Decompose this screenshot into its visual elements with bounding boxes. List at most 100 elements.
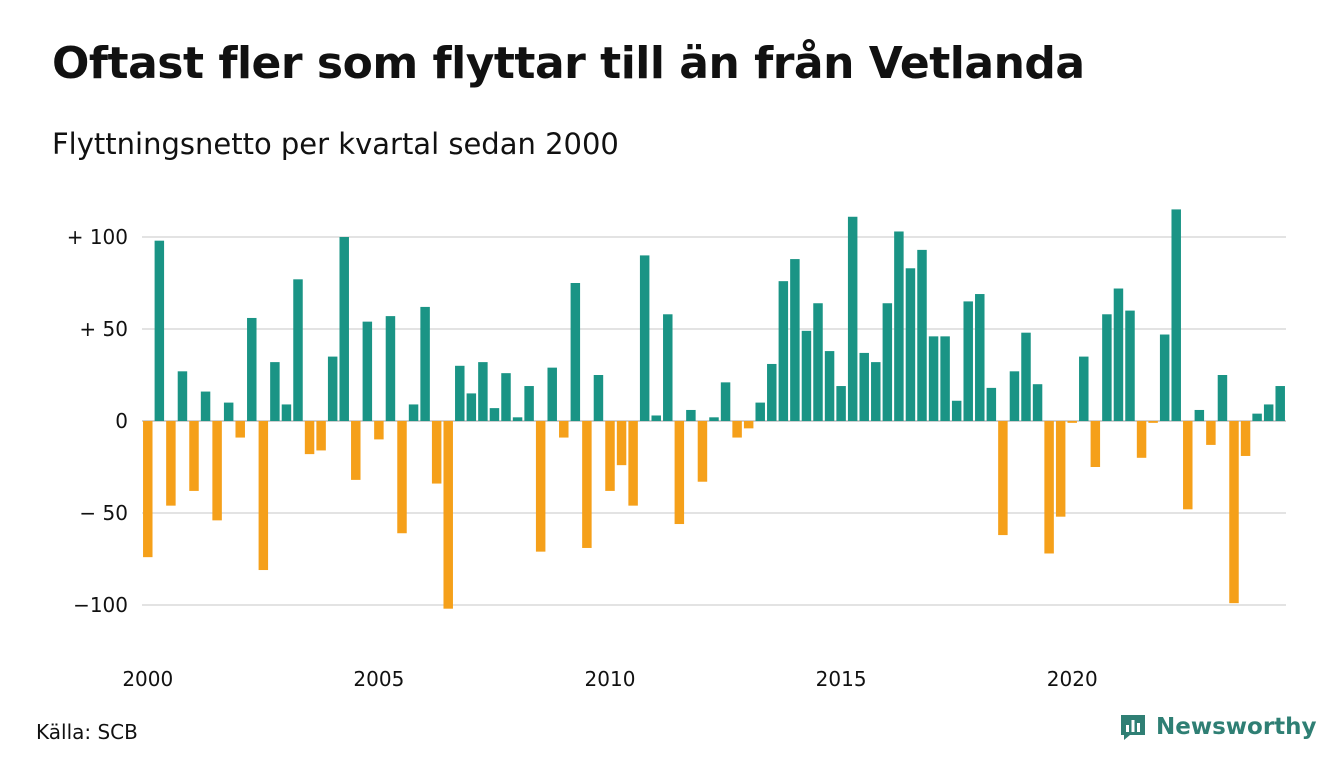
bar-2000-q4[interactable]: 2000 Q4: 27 — [177, 371, 188, 421]
bar-2009-q4[interactable]: 2009 Q4: 25 — [593, 375, 604, 421]
bar-2011-q1[interactable]: 2011 Q1: 3 — [651, 415, 661, 421]
bar-2021-q2[interactable]: 2021 Q2: 60 — [1125, 310, 1135, 421]
bar-2008-q4[interactable]: 2008 Q4: 29 — [547, 367, 557, 421]
bar-2015-q3[interactable]: 2015 Q3: 37 — [859, 352, 869, 421]
bar-2007-q4[interactable]: 2007 Q4: 26 — [501, 373, 511, 421]
bar-2023-q1[interactable]: 2023 Q1: -13 — [1206, 421, 1216, 445]
bar-2022-q2[interactable]: 2022 Q2: 115 — [1171, 209, 1181, 421]
bar-2016-q1[interactable]: 2016 Q1: 64 — [882, 303, 893, 421]
bar-2018-q2[interactable]: 2018 Q2: 18 — [986, 387, 997, 421]
bar-2001-q1[interactable]: 2001 Q1: -38 — [189, 421, 199, 491]
bar-2005-q1[interactable]: 2005 Q1: -10 — [374, 421, 384, 440]
bar-2002-q1[interactable]: 2002 Q1: -9 — [235, 421, 245, 438]
bar-2016-q4[interactable]: 2016 Q4: 93 — [917, 249, 927, 421]
bar-2016-q3[interactable]: 2016 Q3: 83 — [905, 268, 916, 421]
bar-2017-q2[interactable]: 2017 Q2: 46 — [940, 336, 950, 421]
bar-2008-q3[interactable]: 2008 Q3: -71 — [535, 421, 546, 552]
bar-2000-q3[interactable]: 2000 Q3: -46 — [166, 421, 176, 506]
bar-2013-q4[interactable]: 2013 Q4: 76 — [778, 281, 789, 421]
bar-2001-q3[interactable]: 2001 Q3: -54 — [212, 421, 222, 521]
bar-2012-q2[interactable]: 2012 Q2: 2 — [709, 417, 719, 421]
bar-2000-q2[interactable]: 2000 Q2: 98 — [154, 240, 165, 421]
bar-2014-q4[interactable]: 2014 Q4: 38 — [824, 351, 835, 421]
bar-2003-q2[interactable]: 2003 Q2: 77 — [293, 279, 303, 421]
bar-2016-q2[interactable]: 2016 Q2: 103 — [894, 231, 904, 421]
bar-2014-q3[interactable]: 2014 Q3: 64 — [813, 303, 823, 421]
bar-2006-q2[interactable]: 2006 Q2: -34 — [431, 421, 442, 484]
bar-2017-q4[interactable]: 2017 Q4: 65 — [963, 301, 973, 421]
bar-2004-q2[interactable]: 2004 Q2: 100 — [339, 237, 349, 421]
bar-2013-q1[interactable]: 2013 Q1: -4 — [743, 421, 754, 429]
bar-2007-q3[interactable]: 2007 Q3: 7 — [489, 408, 500, 421]
bar-2010-q3[interactable]: 2010 Q3: -46 — [628, 421, 638, 506]
bar-2019-q4[interactable]: 2019 Q4: -52 — [1055, 421, 1066, 517]
bar-2010-q2[interactable]: 2010 Q2: -24 — [616, 421, 627, 466]
bar-2022-q1[interactable]: 2022 Q1: 47 — [1159, 334, 1170, 421]
bar-2024-q2[interactable]: 2024 Q2: 9 — [1263, 404, 1274, 421]
bar-2015-q4[interactable]: 2015 Q4: 32 — [871, 362, 881, 421]
bar-2020-q2[interactable]: 2020 Q2: 35 — [1079, 356, 1089, 421]
bar-2023-q3[interactable]: 2023 Q3: -99 — [1229, 421, 1239, 604]
bar-2012-q4[interactable]: 2012 Q4: -9 — [732, 421, 742, 438]
bar-2009-q1[interactable]: 2009 Q1: -9 — [559, 421, 569, 438]
bar-2019-q2[interactable]: 2019 Q2: 20 — [1032, 384, 1043, 421]
bar-2020-q1[interactable]: 2020 Q1: -1 — [1067, 421, 1077, 423]
bar-2005-q2[interactable]: 2005 Q2: 57 — [385, 316, 396, 421]
bar-2005-q4[interactable]: 2005 Q4: 9 — [408, 404, 419, 421]
bar-2011-q2[interactable]: 2011 Q2: 58 — [663, 314, 673, 421]
bar-2008-q2[interactable]: 2008 Q2: 19 — [524, 386, 534, 421]
bar-2009-q2[interactable]: 2009 Q2: 75 — [570, 283, 581, 421]
bar-2007-q2[interactable]: 2007 Q2: 32 — [478, 362, 488, 421]
bar-2022-q3[interactable]: 2022 Q3: -48 — [1183, 421, 1193, 510]
bar-2018-q3[interactable]: 2018 Q3: -62 — [998, 421, 1008, 536]
bar-2007-q1[interactable]: 2007 Q1: 15 — [466, 393, 477, 421]
bar-2019-q1[interactable]: 2019 Q1: 48 — [1021, 332, 1031, 421]
bar-2006-q3[interactable]: 2006 Q3: -102 — [443, 421, 453, 609]
bar-2001-q4[interactable]: 2001 Q4: 10 — [223, 402, 234, 421]
bar-2014-q2[interactable]: 2014 Q2: 49 — [801, 330, 812, 421]
bar-2009-q3[interactable]: 2009 Q3: -69 — [582, 421, 592, 548]
bar-2002-q3[interactable]: 2002 Q3: -81 — [258, 421, 269, 571]
bar-2017-q3[interactable]: 2017 Q3: 11 — [951, 400, 962, 421]
bar-2001-q2[interactable]: 2001 Q2: 16 — [200, 391, 211, 421]
bar-2012-q1[interactable]: 2012 Q1: -33 — [697, 421, 708, 482]
bar-2024-q3[interactable]: 2024 Q3: 19 — [1275, 386, 1285, 421]
bar-2019-q3[interactable]: 2019 Q3: -72 — [1044, 421, 1054, 554]
bar-2021-q3[interactable]: 2021 Q3: -20 — [1136, 421, 1147, 458]
brand-logo[interactable]: Newsworthy — [1118, 712, 1317, 742]
bar-2011-q4[interactable]: 2011 Q4: 6 — [686, 409, 696, 421]
bar-2011-q3[interactable]: 2011 Q3: -56 — [674, 421, 685, 525]
bar-2017-q1[interactable]: 2017 Q1: 46 — [928, 336, 939, 421]
bar-2003-q4[interactable]: 2003 Q4: -16 — [316, 421, 326, 451]
bar-2014-q1[interactable]: 2014 Q1: 88 — [790, 259, 800, 421]
bar-2008-q1[interactable]: 2008 Q1: 2 — [512, 417, 523, 421]
bar-2004-q1[interactable]: 2004 Q1: 35 — [327, 356, 338, 421]
bar-2012-q3[interactable]: 2012 Q3: 21 — [720, 382, 731, 421]
bar-2010-q1[interactable]: 2010 Q1: -38 — [605, 421, 615, 491]
bar-2023-q4[interactable]: 2023 Q4: -19 — [1240, 421, 1251, 456]
bar-2021-q4[interactable]: 2021 Q4: -1 — [1148, 421, 1158, 423]
bar-2004-q3[interactable]: 2004 Q3: -32 — [351, 421, 361, 480]
bar-2024-q1[interactable]: 2024 Q1: 4 — [1252, 413, 1262, 421]
bar-2005-q3[interactable]: 2005 Q3: -61 — [397, 421, 407, 534]
bar-2013-q3[interactable]: 2013 Q3: 31 — [767, 363, 777, 421]
bar-2013-q2[interactable]: 2013 Q2: 10 — [755, 402, 765, 421]
bar-2004-q4[interactable]: 2004 Q4: 54 — [362, 321, 373, 421]
bar-2021-q1[interactable]: 2021 Q1: 72 — [1113, 288, 1124, 421]
bar-2020-q4[interactable]: 2020 Q4: 58 — [1102, 314, 1112, 421]
bar-2003-q1[interactable]: 2003 Q1: 9 — [281, 404, 292, 421]
bar-2000-q1[interactable]: 2000 Q1: -74 — [143, 421, 153, 558]
bar-2006-q1[interactable]: 2006 Q1: 62 — [420, 306, 430, 421]
bar-2015-q1[interactable]: 2015 Q1: 19 — [836, 386, 846, 421]
bar-2002-q2[interactable]: 2002 Q2: 56 — [247, 317, 257, 421]
bar-2022-q4[interactable]: 2022 Q4: 6 — [1194, 409, 1205, 421]
bar-2003-q3[interactable]: 2003 Q3: -18 — [304, 421, 315, 455]
bar-2020-q3[interactable]: 2020 Q3: -25 — [1090, 421, 1101, 467]
bar-2006-q4[interactable]: 2006 Q4: 30 — [455, 365, 465, 421]
bar-2002-q4[interactable]: 2002 Q4: 32 — [270, 362, 280, 421]
bar-2018-q4[interactable]: 2018 Q4: 27 — [1009, 371, 1020, 421]
bar-2023-q2[interactable]: 2023 Q2: 25 — [1217, 375, 1228, 421]
bar-2018-q1[interactable]: 2018 Q1: 69 — [975, 294, 985, 421]
bar-2010-q4[interactable]: 2010 Q4: 90 — [639, 255, 650, 421]
bar-2015-q2[interactable]: 2015 Q2: 111 — [847, 216, 858, 421]
